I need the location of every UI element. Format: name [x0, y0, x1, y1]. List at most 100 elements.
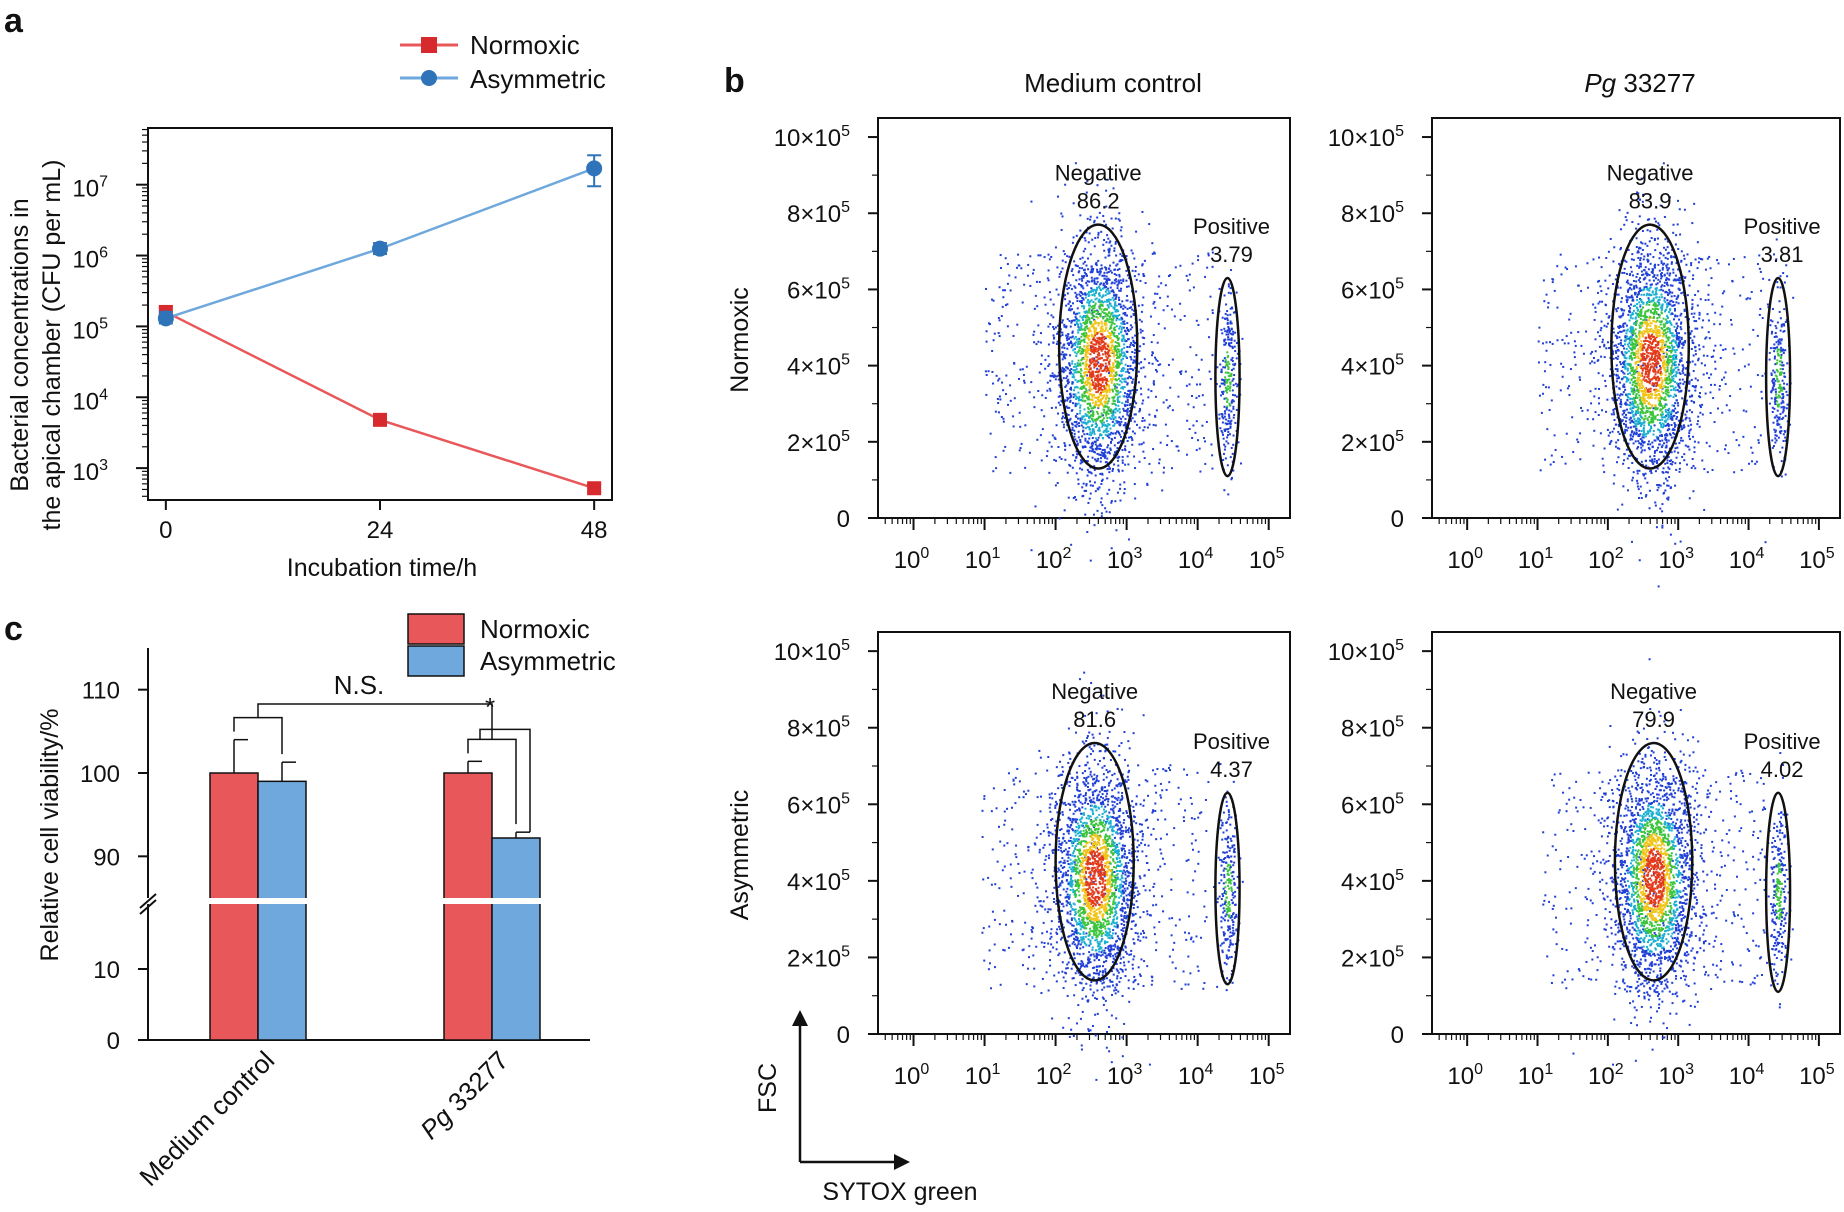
flow-event [1113, 463, 1116, 466]
flow-event [1657, 263, 1660, 266]
flow-event [1563, 342, 1566, 345]
flow-event [1619, 361, 1622, 364]
flow-x-tick-label-base: 10 [1178, 547, 1205, 574]
flow-y-tick-label-exp: 5 [1395, 275, 1404, 292]
flow-event [1235, 291, 1238, 294]
flow-event [1077, 351, 1080, 354]
flow-event [1133, 355, 1136, 358]
flow-event [1070, 288, 1073, 291]
flow-event [1094, 263, 1097, 266]
flow-event [1013, 362, 1016, 365]
flow-y-tick-label: 10×105 [774, 123, 850, 152]
flow-event [1093, 468, 1096, 471]
flow-event [1097, 417, 1100, 420]
flow-event [1104, 433, 1107, 436]
flow-event [1538, 326, 1541, 329]
flow-event [1080, 387, 1083, 390]
flow-event [1129, 364, 1132, 367]
flow-event [1222, 366, 1225, 369]
flow-event [1066, 406, 1069, 409]
flow-event [1673, 425, 1676, 428]
flow-event [1119, 229, 1122, 232]
flow-event [1118, 363, 1121, 366]
flow-event [1086, 371, 1089, 374]
flow-event [1122, 351, 1125, 354]
flow-event [1122, 395, 1125, 398]
flow-event [1188, 428, 1191, 431]
flow-event [1072, 202, 1075, 205]
flow-event [1596, 280, 1599, 283]
flow-event [1106, 468, 1109, 471]
flow-y-tick-label: 4×105 [1341, 352, 1404, 381]
flow-event [1093, 219, 1096, 222]
flow-event [1647, 375, 1650, 378]
flow-event [1225, 440, 1228, 443]
flow-event [1009, 384, 1012, 387]
flow-event [1120, 235, 1123, 238]
flow-event [1714, 311, 1717, 314]
flow-event [1103, 300, 1106, 303]
flow-event [1110, 374, 1113, 377]
flow-event [1088, 437, 1091, 440]
flow-event [1120, 359, 1123, 362]
flow-event [1095, 370, 1098, 373]
flow-event [1197, 368, 1200, 371]
flow-event [1662, 263, 1665, 266]
flow-event [1061, 358, 1064, 361]
flow-event [1694, 258, 1697, 261]
flow-event [1097, 317, 1100, 320]
flow-event [1571, 416, 1574, 419]
flow-event [1615, 441, 1618, 444]
flow-event [1105, 398, 1108, 401]
flow-event [1640, 429, 1643, 432]
flow-event [1095, 378, 1098, 381]
flow-event [1082, 429, 1085, 432]
flow-event [1635, 335, 1638, 338]
flow-event [1085, 482, 1088, 485]
flow-event [1139, 331, 1142, 334]
flow-event [1095, 297, 1098, 300]
flow-event [1223, 448, 1226, 451]
flow-event [1229, 425, 1232, 428]
flow-event [1696, 423, 1699, 426]
flow-event [1647, 335, 1650, 338]
flow-x-tick-label-exp: 2 [1062, 545, 1071, 562]
category-label: Medium control [133, 1045, 280, 1192]
flow-event [1567, 385, 1570, 388]
flow-event [1116, 421, 1119, 424]
flow-event [1727, 452, 1730, 455]
flow-event [1071, 302, 1074, 305]
flow-event [1158, 462, 1161, 465]
flow-event [1705, 441, 1708, 444]
flow-event [1663, 262, 1666, 265]
flow-event [1065, 353, 1068, 356]
flow-event [1635, 237, 1638, 240]
flow-event [1061, 420, 1064, 423]
flow-event [1699, 392, 1702, 395]
flow-event [1699, 258, 1702, 261]
flow-x-tick-label: 101 [1518, 545, 1554, 574]
flow-event [1646, 253, 1649, 256]
flow-event [1063, 442, 1066, 445]
flow-event [1058, 275, 1061, 278]
flow-event [1101, 353, 1104, 356]
flow-event [1688, 270, 1691, 273]
flow-event [1219, 427, 1222, 430]
flow-event [1223, 379, 1226, 382]
flow-event [1083, 269, 1086, 272]
flow-event [1096, 337, 1099, 340]
flow-event [1061, 319, 1064, 322]
flow-event [1746, 297, 1749, 300]
flow-event [1079, 379, 1082, 382]
flow-event [1104, 367, 1107, 370]
flow-event [1688, 409, 1691, 412]
flow-event [1221, 415, 1224, 418]
flow-event [1566, 268, 1569, 271]
flow-event [1646, 351, 1649, 354]
flow-event [1121, 339, 1124, 342]
flow-event [1227, 372, 1230, 375]
flow-event [1622, 329, 1625, 332]
flow-event [1680, 338, 1683, 341]
flow-event [1024, 466, 1027, 469]
flow-event [1113, 326, 1116, 329]
